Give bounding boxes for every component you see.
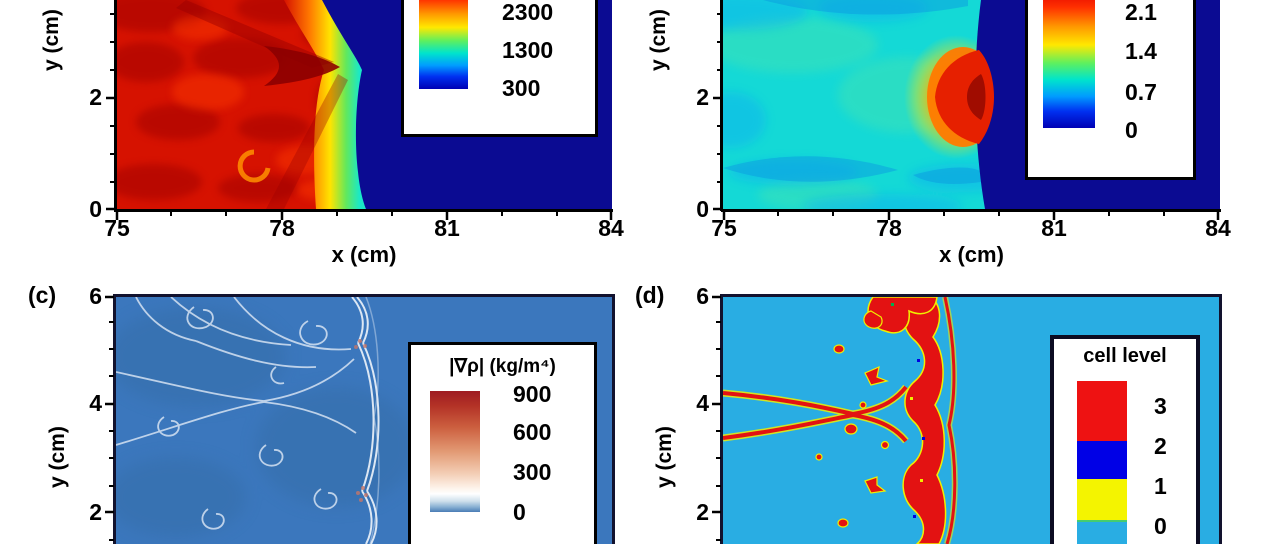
panel-d-legend: cell level 3 2 1 0 bbox=[1050, 335, 1200, 544]
colorbar-tick-label: 300 bbox=[513, 459, 552, 485]
colorbar-tick-label: 2300 bbox=[502, 0, 554, 25]
panel-c-colorbar bbox=[430, 391, 480, 512]
panel-d-letter: (d) bbox=[635, 282, 665, 308]
colorbar-tick-label: 0.7 bbox=[1125, 79, 1157, 105]
panel-b-y-tick-label: 0 bbox=[696, 196, 709, 222]
panel-c-legend-title: |∇ρ| (kg/m⁴) bbox=[449, 356, 556, 377]
panel-b-y-tick-label: 2 bbox=[696, 84, 709, 110]
panel-a-x-axis-title: x (cm) bbox=[331, 242, 397, 267]
panel-c-letter: (c) bbox=[28, 282, 57, 308]
panel-a: 2300 1300 300 y (cm) 2 0 75 78 81 84 x (… bbox=[0, 0, 640, 272]
cell-level-swatch-1 bbox=[1077, 479, 1127, 520]
panel-c-y-axis-title: y (cm) bbox=[46, 426, 69, 488]
panel-d-legend-title: cell level bbox=[1083, 345, 1167, 367]
panel-c-y-tick-label: 4 bbox=[89, 390, 102, 416]
colorbar-tick-label: 900 bbox=[513, 381, 552, 407]
panel-a-y-tick-label: 2 bbox=[89, 84, 102, 110]
panel-b-legend: 2.1 1.4 0.7 0 bbox=[1025, 0, 1196, 180]
cell-level-swatch-0 bbox=[1077, 520, 1127, 544]
panel-c: |∇ρ| (kg/m⁴) 900 600 300 0 (c) y (cm) 6 … bbox=[0, 272, 640, 544]
panel-a-y-axis-title: y (cm) bbox=[40, 9, 63, 71]
cell-level-swatch-3 bbox=[1077, 381, 1127, 441]
panel-a-legend: 2300 1300 300 bbox=[401, 0, 598, 137]
panel-a-x-tick-label: 75 bbox=[104, 215, 130, 241]
colorbar-tick-label: 1300 bbox=[502, 37, 554, 63]
cell-level-label: 1 bbox=[1154, 473, 1167, 499]
panel-a-x-tick-label: 81 bbox=[434, 215, 460, 241]
panel-b-x-tick-label: 84 bbox=[1205, 215, 1231, 241]
panel-b-x-tick-label: 81 bbox=[1041, 215, 1067, 241]
colorbar-tick-label: 2.1 bbox=[1125, 0, 1157, 25]
colorbar-tick-label: 600 bbox=[513, 419, 552, 445]
panel-b-x-tick-label: 78 bbox=[876, 215, 902, 241]
colorbar-tick-label: 0 bbox=[513, 499, 526, 525]
panel-b-x-tick-label: 75 bbox=[711, 215, 737, 241]
panel-c-legend: |∇ρ| (kg/m⁴) 900 600 300 0 bbox=[408, 342, 597, 544]
panel-d-y-tick-label: 4 bbox=[696, 390, 709, 416]
cell-level-label: 2 bbox=[1154, 433, 1167, 459]
panel-a-colorbar bbox=[419, 0, 468, 89]
cell-level-label: 3 bbox=[1154, 393, 1167, 419]
panel-d-y-tick-label: 6 bbox=[696, 283, 709, 309]
panel-a-x-tick-label: 78 bbox=[269, 215, 295, 241]
panel-d: cell level 3 2 1 0 (d) y (cm) 6 4 2 bbox=[635, 272, 1280, 544]
panel-d-y-axis-title: y (cm) bbox=[653, 426, 676, 488]
panel-b-y-axis-title: y (cm) bbox=[647, 9, 670, 71]
panel-b-colorbar bbox=[1043, 0, 1095, 128]
panel-a-x-tick-label: 84 bbox=[598, 215, 624, 241]
colorbar-tick-label: 0 bbox=[1125, 117, 1138, 143]
panel-b-x-axis-title: x (cm) bbox=[939, 242, 1004, 267]
colorbar-tick-label: 300 bbox=[502, 75, 541, 101]
panel-b: 2.1 1.4 0.7 0 y (cm) 2 0 75 78 81 84 x (… bbox=[640, 0, 1280, 272]
panel-c-y-tick-label: 2 bbox=[89, 499, 102, 525]
cell-level-swatch-2 bbox=[1077, 441, 1127, 479]
panel-c-y-tick-label: 6 bbox=[89, 283, 102, 309]
colorbar-tick-label: 1.4 bbox=[1125, 38, 1157, 64]
panel-d-y-tick-label: 2 bbox=[696, 499, 709, 525]
cell-level-label: 0 bbox=[1154, 513, 1167, 539]
panel-a-y-tick-label: 0 bbox=[89, 196, 102, 222]
